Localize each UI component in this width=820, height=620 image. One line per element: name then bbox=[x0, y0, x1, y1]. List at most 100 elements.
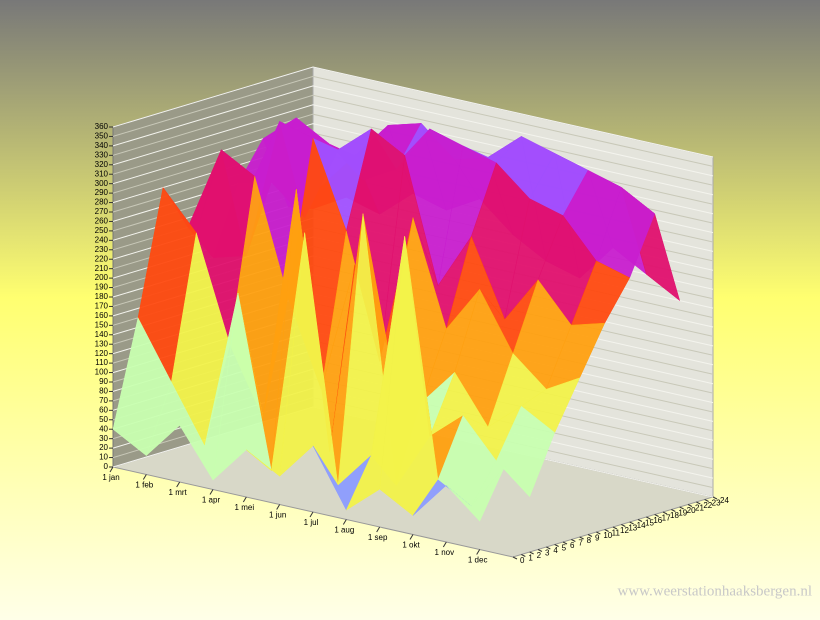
z-tick-label: 250 bbox=[95, 226, 109, 235]
h-tick bbox=[662, 511, 668, 515]
x-tick-label: 1 sep bbox=[368, 533, 388, 542]
z-tick-label: 290 bbox=[95, 188, 109, 197]
x-tick bbox=[109, 466, 114, 473]
h-tick bbox=[512, 556, 518, 560]
h-tick-label: 17 bbox=[662, 514, 671, 523]
z-tick-label: 280 bbox=[95, 198, 109, 207]
h-tick-label: 12 bbox=[620, 526, 629, 535]
h-tick-label: 1 bbox=[528, 554, 533, 563]
h-tick bbox=[612, 526, 618, 530]
x-tick-label: 1 okt bbox=[402, 541, 420, 550]
h-tick-label: 4 bbox=[553, 546, 558, 555]
x-tick bbox=[442, 541, 447, 548]
h-tick bbox=[679, 506, 684, 510]
z-tick-label: 160 bbox=[95, 311, 109, 320]
z-tick-label: 220 bbox=[95, 254, 109, 263]
x-tick-label: 1 jul bbox=[304, 518, 319, 527]
z-tick-label: 130 bbox=[95, 339, 109, 348]
z-tick-label: 310 bbox=[95, 169, 109, 178]
z-tick-label: 240 bbox=[95, 235, 109, 244]
z-tick-label: 230 bbox=[95, 245, 109, 254]
grid-line bbox=[112, 75, 714, 167]
z-tick-label: 340 bbox=[95, 141, 109, 150]
surface-cell bbox=[446, 466, 505, 522]
z-tick-label: 70 bbox=[99, 396, 108, 405]
h-tick-label: 9 bbox=[595, 534, 600, 543]
z-tick-label: 350 bbox=[95, 132, 109, 141]
h-tick-label: 5 bbox=[562, 544, 567, 553]
z-tick-label: 10 bbox=[99, 453, 108, 462]
z-tick-label: 80 bbox=[99, 387, 108, 396]
z-tick-label: 110 bbox=[95, 358, 108, 367]
z-tick-label: 260 bbox=[95, 217, 109, 226]
h-tick bbox=[546, 546, 551, 550]
x-tick-label: 1 feb bbox=[135, 481, 153, 490]
x-tick bbox=[209, 489, 214, 495]
h-tick-label: 3 bbox=[545, 549, 550, 558]
z-tick-label: 190 bbox=[95, 283, 109, 292]
h-tick bbox=[562, 541, 568, 545]
z-tick-label: 300 bbox=[95, 179, 109, 188]
grid-line bbox=[112, 104, 714, 196]
grid-line bbox=[112, 85, 714, 177]
h-tick-label: 14 bbox=[637, 521, 646, 530]
h-tick-label: 2 bbox=[537, 551, 542, 560]
h-tick bbox=[637, 519, 643, 522]
h-tick bbox=[596, 531, 601, 535]
h-tick-label: 20 bbox=[687, 506, 696, 515]
x-tick bbox=[409, 534, 414, 540]
x-tick bbox=[176, 481, 181, 488]
h-tick-label: 23 bbox=[712, 499, 721, 508]
z-tick-label: 270 bbox=[95, 207, 109, 216]
h-tick bbox=[629, 521, 634, 525]
h-tick-label: 24 bbox=[720, 496, 729, 505]
h-tick-label: 21 bbox=[695, 504, 704, 513]
h-tick bbox=[529, 551, 534, 555]
surface bbox=[112, 117, 681, 522]
z-tick-label: 210 bbox=[95, 264, 109, 273]
x-tick-label: 1 aug bbox=[334, 526, 354, 535]
watermark: www.weerstationhaaksbergen.nl bbox=[617, 583, 812, 599]
x-tick-label: 1 jan bbox=[102, 473, 119, 482]
z-tick-label: 180 bbox=[95, 292, 109, 301]
h-tick bbox=[654, 514, 659, 517]
x-tick bbox=[376, 526, 381, 533]
z-tick-label: 100 bbox=[95, 368, 109, 377]
h-tick bbox=[554, 544, 559, 547]
z-tick-label: 120 bbox=[95, 349, 109, 358]
x-tick-label: 1 apr bbox=[202, 496, 221, 505]
z-tick-label: 90 bbox=[99, 377, 108, 386]
h-tick-label: 10 bbox=[603, 531, 612, 540]
h-tick-label: 22 bbox=[703, 501, 712, 510]
h-tick bbox=[671, 509, 676, 512]
z-tick-label: 30 bbox=[99, 434, 108, 443]
z-tick-label: 150 bbox=[95, 320, 109, 329]
z-tick-label: 140 bbox=[95, 330, 109, 339]
h-tick-label: 15 bbox=[645, 519, 654, 528]
h-tick-label: 6 bbox=[570, 541, 575, 550]
h-tick-label: 18 bbox=[670, 511, 679, 520]
h-tick bbox=[646, 516, 651, 520]
z-tick-label: 50 bbox=[99, 415, 108, 424]
h-tick bbox=[687, 504, 693, 507]
axes: 0102030405060708090100110120130140150160… bbox=[95, 122, 730, 565]
x-tick-label: 1 jun bbox=[269, 511, 286, 520]
x-tick-label: 1 nov bbox=[435, 548, 455, 557]
h-tick bbox=[712, 496, 718, 500]
grid-line bbox=[112, 94, 714, 186]
x-tick bbox=[142, 474, 147, 480]
x-tick-label: 1 mei bbox=[235, 503, 255, 512]
h-tick bbox=[521, 554, 526, 557]
z-tick-label: 40 bbox=[99, 424, 108, 433]
x-tick-label: 1 dec bbox=[468, 556, 488, 565]
h-tick bbox=[571, 539, 576, 542]
x-tick bbox=[342, 519, 347, 525]
h-tick bbox=[696, 501, 701, 505]
x-tick bbox=[476, 549, 481, 555]
h-tick-label: 19 bbox=[678, 509, 687, 518]
h-tick-label: 16 bbox=[653, 516, 662, 525]
x-tick bbox=[242, 496, 247, 503]
h-tick-label: 11 bbox=[612, 529, 621, 538]
x-tick-label: 1 mrt bbox=[169, 488, 188, 497]
